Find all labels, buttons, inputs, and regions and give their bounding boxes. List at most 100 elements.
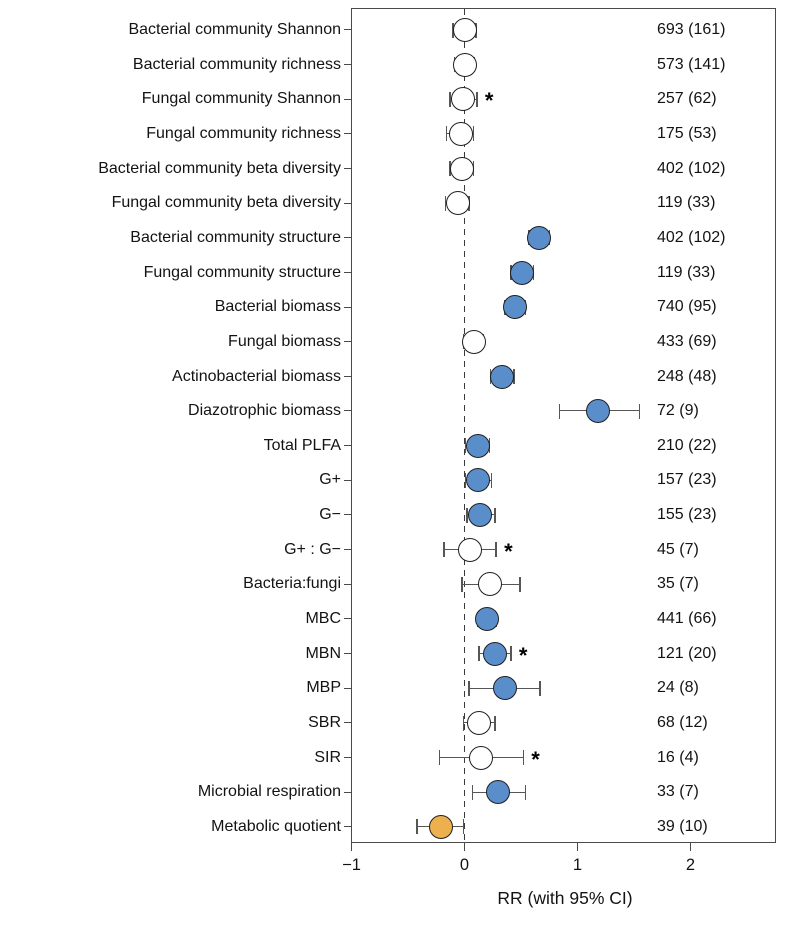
significance-asterisk: * [531, 746, 540, 772]
category-tick [344, 237, 351, 239]
effect-size-marker [493, 676, 518, 701]
ci-cap-left [464, 472, 467, 488]
category-label: Bacterial community beta diversity [98, 159, 341, 177]
category-tick [344, 756, 351, 758]
ci-cap-left [478, 646, 480, 662]
ci-cap-right [472, 126, 475, 142]
effect-size-marker [503, 295, 528, 320]
ci-cap-left [443, 542, 445, 558]
ci-cap-right [462, 819, 465, 835]
effect-size-marker [458, 537, 483, 562]
sample-size-label: 157 (23) [657, 471, 717, 489]
effect-size-marker [475, 607, 500, 632]
sample-size-label: 72 (9) [657, 402, 699, 420]
ci-cap-left [449, 161, 451, 177]
effect-size-marker [483, 641, 507, 666]
sample-size-label: 693 (161) [657, 21, 726, 38]
ci-cap-right [510, 646, 512, 662]
category-tick [344, 29, 351, 31]
category-tick [344, 583, 351, 585]
category-tick [344, 722, 351, 724]
sample-size-label: 68 (12) [657, 714, 708, 731]
x-axis-tick-label: 1 [572, 856, 583, 874]
sample-size-label: 740 (95) [657, 298, 717, 316]
sample-size-label: 402 (102) [657, 159, 726, 177]
category-label: Actinobacterial biomass [172, 367, 341, 385]
ci-cap-left [466, 507, 468, 523]
effect-size-marker [489, 364, 514, 389]
effect-size-marker [428, 814, 453, 839]
sample-size-label: 39 (10) [657, 817, 708, 835]
effect-size-marker [445, 191, 470, 216]
category-label: Total PLFA [263, 436, 341, 454]
category-tick [344, 375, 351, 377]
sample-size-label: 402 (102) [657, 228, 726, 246]
category-label: Microbial respiration [197, 783, 341, 801]
x-axis-tick [463, 843, 466, 851]
category-tick [344, 202, 351, 204]
effect-size-marker [466, 433, 491, 458]
plot-frame [351, 8, 776, 843]
sample-size-label: 33 (7) [657, 783, 699, 801]
ci-cap-left [464, 438, 467, 454]
ci-cap-right [539, 680, 541, 696]
effect-size-marker [461, 329, 486, 354]
category-tick [344, 479, 351, 481]
category-label: G− [319, 506, 341, 524]
x-axis-tick [350, 843, 353, 851]
ci-cap-right [495, 542, 497, 558]
category-label: Fungal community richness [146, 124, 341, 142]
ci-cap-left [438, 750, 441, 766]
ci-cap-left [449, 91, 451, 107]
category-label: Fungal community Shannon [141, 90, 341, 108]
ci-cap-right [476, 91, 478, 107]
ci-cap-right [513, 369, 515, 384]
x-axis-tick [689, 843, 692, 851]
effect-size-marker [452, 52, 477, 77]
ci-cap-right [519, 576, 521, 592]
x-axis-title: RR (with 95% CI) [497, 888, 633, 908]
category-label: Bacteria:fungi [243, 575, 341, 593]
sample-size-label: 257 (62) [657, 90, 717, 108]
category-tick [344, 687, 351, 689]
category-label: Fungal community structure [143, 263, 341, 281]
category-tick [344, 653, 351, 654]
category-tick [344, 133, 351, 135]
category-tick [344, 549, 351, 551]
sample-size-label: 433 (69) [657, 332, 717, 350]
category-tick [344, 98, 351, 100]
ci-cap-right [638, 403, 641, 419]
effect-size-marker [585, 399, 610, 424]
x-axis-tick [576, 843, 579, 851]
category-tick [344, 306, 351, 308]
effect-size-marker [466, 468, 491, 493]
category-tick [344, 445, 351, 447]
sample-size-label: 16 (4) [657, 748, 699, 766]
category-tick [344, 514, 351, 516]
category-label: MBP [306, 679, 341, 697]
effect-size-marker [468, 503, 493, 528]
effect-size-marker [486, 780, 511, 805]
category-tick [344, 167, 351, 169]
sample-size-label: 175 (53) [657, 124, 717, 142]
sample-size-label: 155 (23) [657, 506, 717, 524]
ci-cap-right [522, 750, 524, 766]
x-axis-tick-label: −1 [342, 856, 361, 874]
significance-asterisk: * [518, 642, 528, 668]
effect-size-marker [527, 225, 552, 250]
category-tick [344, 618, 351, 620]
sample-size-label: 248 (48) [657, 367, 717, 385]
zero-reference-line [463, 9, 466, 842]
category-label: Bacterial community structure [130, 228, 341, 246]
sample-size-label: 441 (66) [657, 610, 717, 628]
category-label: SBR [308, 714, 341, 731]
category-label: Bacterial community Shannon [128, 21, 341, 38]
ci-cap-right [494, 715, 496, 731]
ci-cap-left [471, 784, 474, 800]
category-label: SIR [314, 748, 341, 766]
x-axis-tick-label: 0 [459, 856, 470, 874]
category-tick [344, 341, 351, 343]
effect-size-marker [469, 745, 494, 770]
sample-size-label: 35 (7) [657, 575, 699, 593]
